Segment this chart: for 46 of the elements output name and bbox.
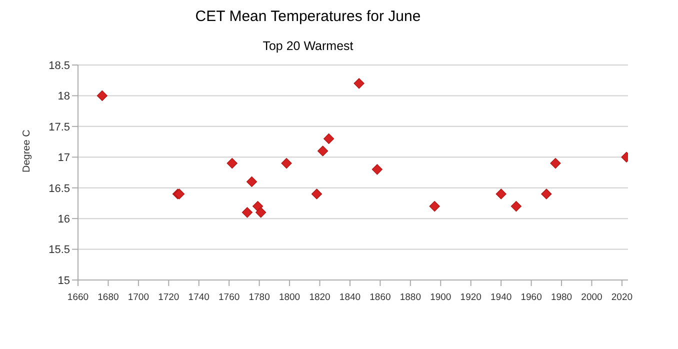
x-tick-label: 1760 xyxy=(218,292,240,303)
point xyxy=(429,200,440,212)
y-tick-label: 18.5 xyxy=(48,60,70,72)
point xyxy=(242,207,253,218)
x-tick-label: 1660 xyxy=(67,292,89,303)
y-axis-title: Degree C xyxy=(22,130,33,172)
x-tick-label: 1700 xyxy=(128,292,150,303)
x-tick-label: 1940 xyxy=(490,292,512,303)
point xyxy=(550,158,561,169)
point xyxy=(354,78,364,89)
point xyxy=(281,158,292,169)
y-tick-label: 15.5 xyxy=(48,244,70,256)
point xyxy=(246,176,258,188)
x-tick-label: 1800 xyxy=(278,292,300,303)
y-tick-label: 16 xyxy=(58,213,70,226)
point xyxy=(226,158,238,169)
y-tick-label: 15 xyxy=(58,274,70,287)
x-tick-label: 1720 xyxy=(158,292,180,303)
x-tick-label: 1880 xyxy=(400,292,421,303)
x-tick-label: 1900 xyxy=(430,292,452,303)
x-tick-label: 1680 xyxy=(98,292,119,303)
x-tick-label: 1980 xyxy=(550,292,572,303)
x-tick-label: 2020 xyxy=(611,292,633,303)
y-tick-label: 17 xyxy=(58,152,70,164)
point xyxy=(496,188,506,200)
x-tick-label: 1740 xyxy=(188,292,210,303)
chart-subtitle: Top 20 Warmest xyxy=(262,39,354,53)
x-tick-label: 1860 xyxy=(370,292,391,303)
x-tick-label: 1780 xyxy=(248,292,270,303)
point xyxy=(256,207,266,218)
point xyxy=(311,188,322,200)
y-tick-label: 16.5 xyxy=(48,182,70,195)
x-tick-label: 1920 xyxy=(460,292,482,303)
point xyxy=(96,90,108,102)
x-tick-label: 1960 xyxy=(520,292,542,303)
y-tick-label: 18 xyxy=(58,90,70,103)
chart-title: CET Mean Temperatures for June xyxy=(194,8,422,25)
point xyxy=(324,133,334,144)
x-tick-label: 1840 xyxy=(339,292,361,303)
y-tick-label: 17.5 xyxy=(48,121,70,134)
x-tick-label: 2000 xyxy=(581,292,602,303)
point xyxy=(541,188,552,200)
point xyxy=(372,164,382,175)
point xyxy=(510,200,522,212)
x-tick-label: 1820 xyxy=(309,292,330,303)
point xyxy=(317,146,328,156)
